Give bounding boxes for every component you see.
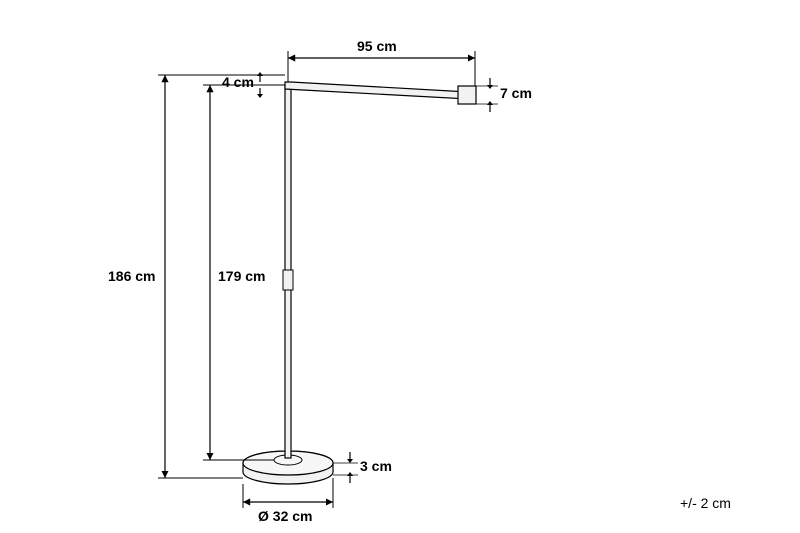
- dim-head-height: [476, 78, 498, 112]
- label-base-height: 3 cm: [360, 458, 392, 474]
- lamp-arm: [285, 82, 468, 99]
- label-arm-drop: 4 cm: [222, 74, 254, 90]
- label-pole-height: 179 cm: [218, 268, 265, 284]
- label-total-height: 186 cm: [108, 268, 155, 284]
- label-base-diameter: Ø 32 cm: [258, 508, 312, 524]
- label-head-height: 7 cm: [500, 85, 532, 101]
- dim-arm-drop: [255, 72, 285, 98]
- lamp-head: [458, 86, 476, 104]
- lamp-dimension-diagram: [0, 0, 800, 533]
- lamp-pole: [283, 85, 293, 458]
- dim-arm-length: [288, 51, 475, 86]
- label-arm-length: 95 cm: [357, 38, 397, 54]
- dim-base-height: [333, 452, 358, 483]
- label-tolerance: +/- 2 cm: [680, 495, 731, 511]
